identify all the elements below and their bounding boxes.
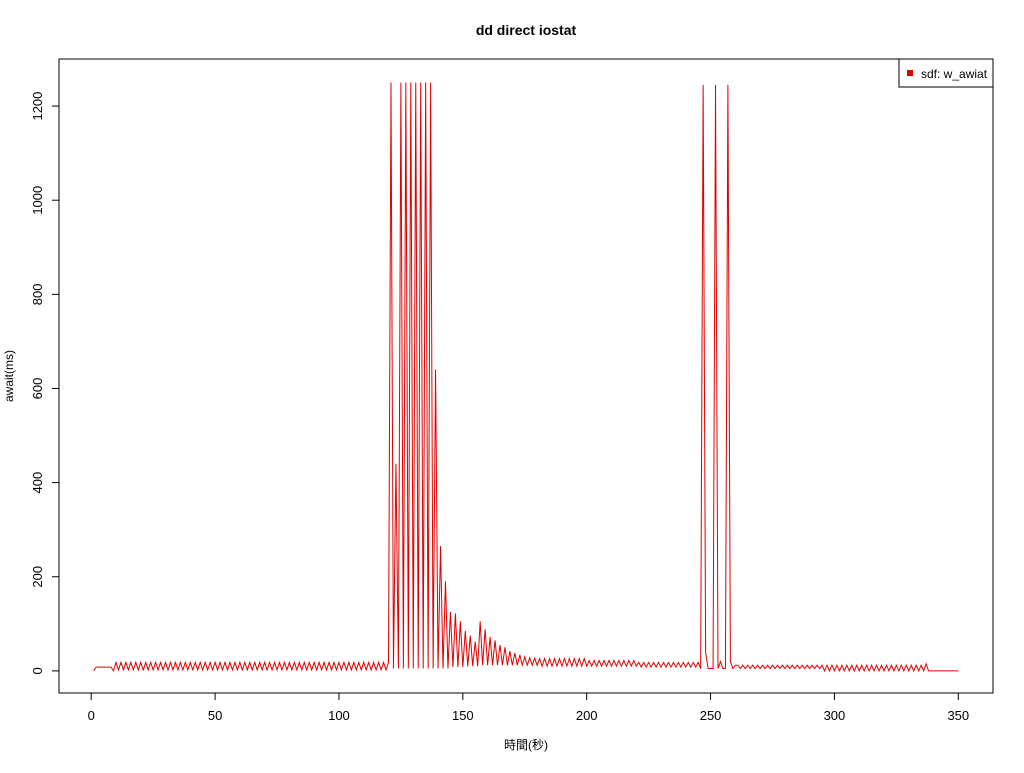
x-tick-label: 0 [88, 708, 95, 723]
x-axis-label: 時間(秒) [504, 738, 548, 752]
data-line [93, 82, 959, 673]
x-tick-label: 50 [208, 708, 222, 723]
y-tick-label: 0 [30, 667, 45, 674]
chart-title: dd direct iostat [476, 22, 577, 38]
y-axis-label: await(ms) [2, 350, 16, 402]
x-tick-label: 200 [576, 708, 598, 723]
y-tick-label: 400 [30, 472, 45, 494]
legend-label: sdf: w_awiat [921, 67, 988, 81]
x-tick-label: 250 [700, 708, 722, 723]
y-tick-label: 600 [30, 378, 45, 400]
y-tick-label: 1000 [30, 186, 45, 215]
x-tick-label: 150 [452, 708, 474, 723]
x-tick-label: 300 [824, 708, 846, 723]
y-tick-label: 1200 [30, 92, 45, 121]
y-tick-label: 200 [30, 566, 45, 588]
legend-box [898, 58, 994, 88]
x-tick-label: 350 [947, 708, 969, 723]
x-tick-label: 100 [328, 708, 350, 723]
y-tick-label: 800 [30, 283, 45, 305]
legend-swatch [907, 70, 913, 76]
plot-frame [58, 58, 994, 694]
